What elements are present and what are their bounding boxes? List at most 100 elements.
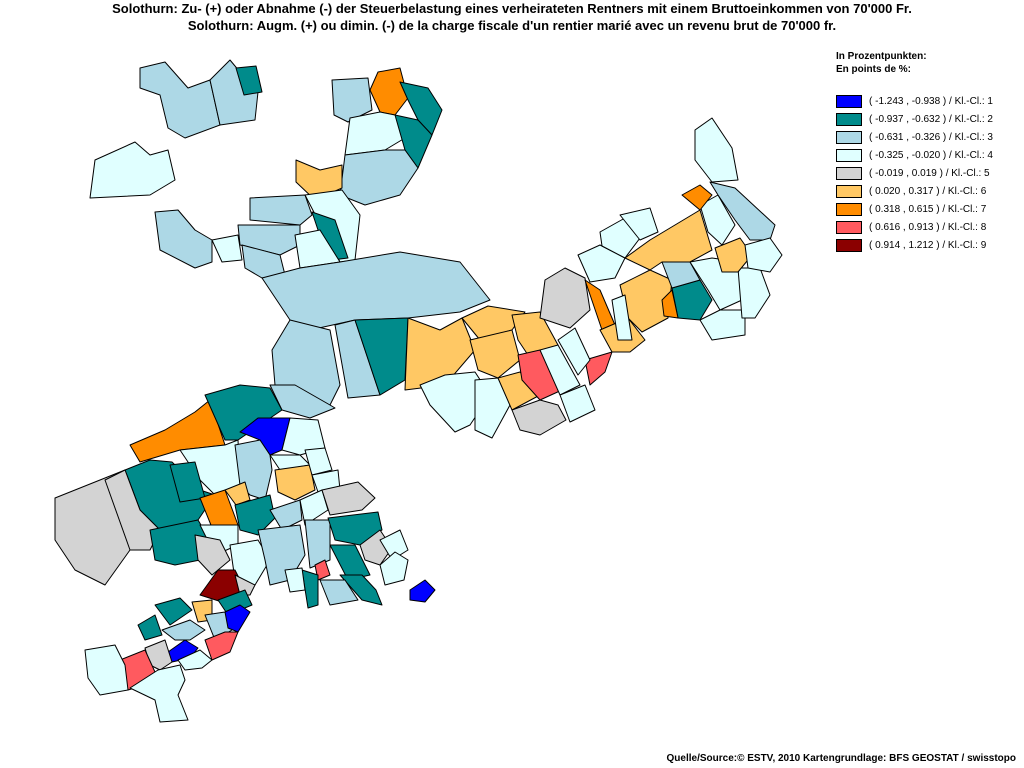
municipality [84, 644, 129, 696]
legend-label: ( -0.631 , -0.326 ) / Kl.-Cl.: 3 [869, 131, 993, 143]
municipality [714, 237, 753, 273]
legend-item: ( -0.631 , -0.326 ) / Kl.-Cl.: 3 [836, 128, 1022, 146]
legend-item: ( -1.243 , -0.938 ) / Kl.-Cl.: 1 [836, 92, 1022, 110]
legend-swatch [836, 112, 862, 126]
municipality [304, 519, 331, 569]
municipality [177, 649, 213, 671]
legend-swatch [836, 148, 862, 162]
municipality [379, 551, 409, 586]
municipality [469, 329, 521, 379]
municipality [559, 384, 596, 423]
municipality [517, 349, 563, 401]
municipality [269, 499, 303, 531]
legend-item: ( 0.616 , 0.913 ) / Kl.-Cl.: 8 [836, 218, 1022, 236]
municipality [737, 267, 771, 319]
municipality [284, 567, 306, 593]
municipality [234, 574, 256, 596]
municipality [261, 251, 491, 331]
municipality [661, 289, 679, 319]
legend-label: ( 0.914 , 1.212 ) / Kl.-Cl.: 9 [869, 239, 987, 251]
municipality [311, 211, 349, 261]
municipality [511, 399, 567, 436]
legend-swatch [836, 166, 862, 180]
title-german: Solothurn: Zu- (+) oder Abnahme (-) der … [112, 1, 912, 16]
legend-item: ( 0.318 , 0.615 ) / Kl.-Cl.: 7 [836, 200, 1022, 218]
municipality [274, 464, 316, 501]
municipality [154, 597, 193, 626]
legend: In Prozentpunkten: En points de %: ( -1.… [836, 50, 1022, 254]
municipality [304, 447, 333, 476]
legend-label: ( 0.616 , 0.913 ) / Kl.-Cl.: 8 [869, 221, 987, 233]
municipality [611, 294, 633, 341]
legend-swatch [836, 184, 862, 198]
municipality [394, 114, 433, 169]
municipality [89, 141, 176, 199]
municipality [709, 181, 776, 241]
legend-swatch [836, 94, 862, 108]
municipality [624, 209, 713, 271]
municipality [557, 327, 591, 376]
legend-item: ( -0.325 , -0.020 ) / Kl.-Cl.: 4 [836, 146, 1022, 164]
municipality [129, 664, 189, 723]
municipality [154, 209, 213, 269]
municipality [661, 261, 701, 289]
municipality [161, 619, 206, 641]
legend-item: ( -0.019 , 0.019 ) / Kl.-Cl.: 5 [836, 164, 1022, 182]
legend-rows: ( -1.243 , -0.938 ) / Kl.-Cl.: 1 ( -0.937… [836, 92, 1022, 254]
municipality [577, 244, 626, 283]
municipality [339, 574, 383, 606]
municipality [699, 309, 746, 341]
source-credit: Quelle/Source:© ESTV, 2010 Kartengrundla… [666, 753, 1016, 764]
municipality [699, 194, 736, 246]
municipality [249, 194, 313, 226]
legend-item: ( 0.020 , 0.317 ) / Kl.-Cl.: 6 [836, 182, 1022, 200]
municipality [301, 569, 319, 609]
municipality [369, 67, 409, 116]
legend-item: ( 0.914 , 1.212 ) / Kl.-Cl.: 9 [836, 236, 1022, 254]
legend-label: ( -1.243 , -0.938 ) / Kl.-Cl.: 1 [869, 95, 993, 107]
municipality [234, 494, 276, 536]
municipality [224, 604, 251, 633]
title-french: Solothurn: Augm. (+) ou dimin. (-) de la… [187, 18, 837, 33]
legend-swatch [836, 238, 862, 252]
municipality [474, 377, 511, 439]
municipality [744, 237, 783, 273]
map-title: Solothurn: Zu- (+) oder Abnahme (-) der … [0, 0, 1024, 34]
municipality [619, 207, 659, 241]
municipality [224, 481, 251, 506]
municipality [194, 534, 231, 576]
municipality [319, 579, 359, 606]
legend-label: ( 0.318 , 0.615 ) / Kl.-Cl.: 7 [869, 203, 987, 215]
municipality [339, 149, 419, 206]
municipality [235, 65, 263, 96]
municipality [539, 344, 581, 396]
municipality [211, 234, 243, 263]
legend-label: ( -0.325 , -0.020 ) / Kl.-Cl.: 4 [869, 149, 993, 161]
municipality [295, 159, 343, 201]
municipality [539, 267, 591, 329]
legend-heading-french: En points de %: [836, 64, 911, 75]
municipality [269, 384, 336, 419]
municipality [204, 631, 239, 661]
municipality [694, 117, 739, 183]
municipality [137, 614, 163, 641]
municipality [217, 589, 253, 616]
municipality [409, 579, 436, 603]
legend-heading-german: In Prozentpunkten: [836, 51, 927, 62]
legend-swatch [836, 202, 862, 216]
municipality [139, 61, 221, 139]
municipality [379, 529, 409, 561]
legend-label: ( -0.937 , -0.632 ) / Kl.-Cl.: 2 [869, 113, 993, 125]
municipality [329, 544, 371, 581]
municipality [584, 351, 613, 386]
municipality [681, 184, 713, 211]
municipality [237, 224, 301, 256]
municipality [321, 481, 376, 516]
legend-heading: In Prozentpunkten: En points de %: [836, 50, 1022, 76]
legend-swatch [836, 220, 862, 234]
legend-item: ( -0.937 , -0.632 ) / Kl.-Cl.: 2 [836, 110, 1022, 128]
legend-label: ( 0.020 , 0.317 ) / Kl.-Cl.: 6 [869, 185, 987, 197]
legend-swatch [836, 130, 862, 144]
legend-label: ( -0.019 , 0.019 ) / Kl.-Cl.: 5 [869, 167, 990, 179]
choropleth-map [54, 59, 783, 723]
